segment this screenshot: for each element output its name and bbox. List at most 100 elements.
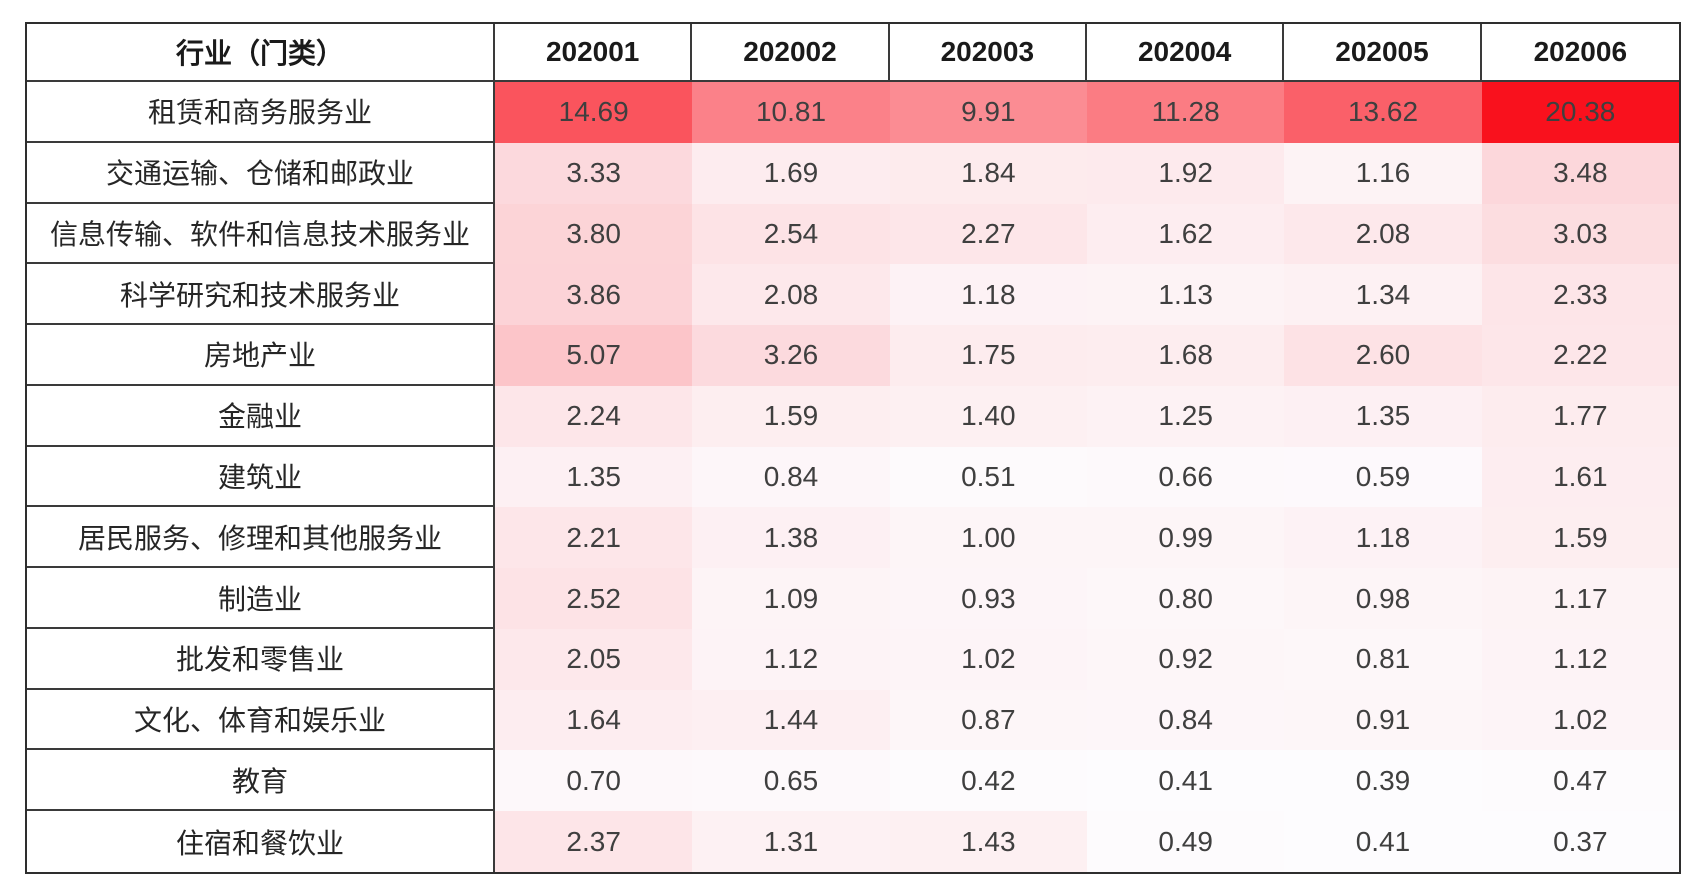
heatmap-cell: 1.35 [1284, 385, 1482, 447]
table-row: 建筑业 1.35 0.84 0.51 0.66 0.59 1.61 [27, 446, 1679, 508]
heatmap-cell: 2.27 [889, 203, 1087, 265]
heatmap-cell: 0.51 [889, 446, 1087, 508]
heatmap-cell: 1.17 [1481, 568, 1679, 629]
heatmap-cell: 1.02 [889, 628, 1087, 690]
table-row: 交通运输、仓储和邮政业 3.33 1.69 1.84 1.92 1.16 3.48 [27, 142, 1679, 204]
table-row: 金融业 2.24 1.59 1.40 1.25 1.35 1.77 [27, 385, 1679, 447]
heatmap-cell: 1.62 [1086, 203, 1285, 265]
heatmap-cell: 0.37 [1481, 811, 1679, 872]
heatmap-cell: 3.48 [1481, 142, 1679, 204]
heatmap-cell: 0.99 [1086, 507, 1285, 569]
row-label: 租赁和商务服务业 [27, 82, 495, 143]
heatmap-cell: 2.21 [495, 507, 693, 569]
heatmap-cell: 1.40 [889, 385, 1087, 447]
heatmap-cell: 3.80 [495, 203, 693, 265]
heatmap-cell: 0.84 [692, 446, 890, 508]
heatmap-cell: 2.24 [495, 385, 693, 447]
heatmap-cell: 3.33 [495, 142, 693, 204]
heatmap-cell: 0.93 [889, 568, 1087, 629]
table-row: 信息传输、软件和信息技术服务业 3.80 2.54 2.27 1.62 2.08 3.03 [27, 203, 1679, 265]
heatmap-cell: 1.38 [692, 507, 890, 569]
heatmap-cell: 1.61 [1481, 446, 1679, 508]
heatmap-cell: 2.52 [495, 568, 693, 629]
heatmap-cell: 10.81 [692, 82, 890, 143]
row-label: 信息传输、软件和信息技术服务业 [27, 203, 495, 265]
heatmap-cell: 2.54 [692, 203, 890, 265]
heatmap-cell: 0.65 [692, 750, 890, 812]
row-label: 房地产业 [27, 325, 495, 386]
heatmap-cell: 1.18 [1284, 507, 1482, 569]
heatmap-cell: 1.43 [889, 811, 1087, 872]
table-row: 文化、体育和娱乐业 1.64 1.44 0.87 0.84 0.91 1.02 [27, 689, 1679, 751]
header-month-202005: 202005 [1284, 24, 1482, 82]
heatmap-cell: 1.25 [1086, 385, 1285, 447]
heatmap-cell: 2.22 [1481, 325, 1679, 386]
row-label: 制造业 [27, 568, 495, 629]
heatmap-cell: 1.59 [692, 385, 890, 447]
heatmap-cell: 9.91 [889, 82, 1087, 143]
row-label: 金融业 [27, 385, 495, 447]
heatmap-cell: 14.69 [495, 82, 693, 143]
heatmap-cell: 0.41 [1086, 750, 1285, 812]
heatmap-cell: 1.09 [692, 568, 890, 629]
heatmap-cell: 2.05 [495, 628, 693, 690]
heatmap-cell: 0.70 [495, 750, 693, 812]
table-row: 房地产业 5.07 3.26 1.75 1.68 2.60 2.22 [27, 325, 1679, 386]
table-header-row: 行业（门类） 202001 202002 202003 202004 20200… [27, 24, 1679, 82]
heatmap-cell: 2.08 [692, 264, 890, 326]
heatmap-cell: 2.37 [495, 811, 693, 872]
table-row: 制造业 2.52 1.09 0.93 0.80 0.98 1.17 [27, 568, 1679, 629]
heatmap-cell: 2.60 [1284, 325, 1482, 386]
table-row: 批发和零售业 2.05 1.12 1.02 0.92 0.81 1.12 [27, 628, 1679, 690]
heatmap-cell: 3.26 [692, 325, 890, 386]
heatmap-cell: 1.12 [692, 628, 890, 690]
heatmap-cell: 0.39 [1284, 750, 1482, 812]
heatmap-cell: 1.92 [1086, 142, 1285, 204]
heatmap-cell: 1.00 [889, 507, 1087, 569]
heatmap-cell: 0.91 [1284, 689, 1482, 751]
table-row: 住宿和餐饮业 2.37 1.31 1.43 0.49 0.41 0.37 [27, 811, 1679, 872]
row-label: 批发和零售业 [27, 628, 495, 690]
heatmap-cell: 1.77 [1481, 385, 1679, 447]
heatmap-cell: 1.13 [1086, 264, 1285, 326]
heatmap-cell: 0.42 [889, 750, 1087, 812]
heatmap-cell: 5.07 [495, 325, 693, 386]
header-industry-column: 行业（门类） [27, 24, 495, 82]
heatmap-cell: 1.31 [692, 811, 890, 872]
heatmap-cell: 0.41 [1284, 811, 1482, 872]
industry-heatmap-table: 行业（门类） 202001 202002 202003 202004 20200… [25, 22, 1681, 874]
heatmap-cell: 0.92 [1086, 628, 1285, 690]
table-body: 租赁和商务服务业 14.69 10.81 9.91 11.28 13.62 20.38 交通运… [27, 82, 1679, 872]
header-month-202002: 202002 [692, 24, 890, 82]
table-row: 居民服务、修理和其他服务业 2.21 1.38 1.00 0.99 1.18 1.59 [27, 507, 1679, 569]
heatmap-cell: 1.18 [889, 264, 1087, 326]
heatmap-cell: 2.08 [1284, 203, 1482, 265]
heatmap-cell: 1.69 [692, 142, 890, 204]
heatmap-cell: 1.68 [1086, 325, 1285, 386]
heatmap-cell: 0.59 [1284, 446, 1482, 508]
heatmap-cell: 20.38 [1481, 82, 1679, 143]
heatmap-cell: 0.47 [1481, 750, 1679, 812]
heatmap-cell: 1.34 [1284, 264, 1482, 326]
heatmap-cell: 1.02 [1481, 689, 1679, 751]
table-row: 教育 0.70 0.65 0.42 0.41 0.39 0.47 [27, 750, 1679, 812]
heatmap-cell: 13.62 [1284, 82, 1482, 143]
row-label: 教育 [27, 750, 495, 812]
heatmap-cell: 2.33 [1481, 264, 1679, 326]
header-month-202006: 202006 [1481, 24, 1679, 82]
heatmap-cell: 1.64 [495, 689, 693, 751]
heatmap-cell: 0.98 [1284, 568, 1482, 629]
heatmap-cell: 0.80 [1086, 568, 1285, 629]
heatmap-cell: 1.16 [1284, 142, 1482, 204]
table-row: 科学研究和技术服务业 3.86 2.08 1.18 1.13 1.34 2.33 [27, 264, 1679, 326]
heatmap-cell: 1.84 [889, 142, 1087, 204]
heatmap-cell: 3.86 [495, 264, 693, 326]
heatmap-cell: 3.03 [1481, 203, 1679, 265]
heatmap-cell: 0.84 [1086, 689, 1285, 751]
row-label: 居民服务、修理和其他服务业 [27, 507, 495, 569]
heatmap-cell: 0.87 [889, 689, 1087, 751]
heatmap-cell: 1.59 [1481, 507, 1679, 569]
row-label: 交通运输、仓储和邮政业 [27, 142, 495, 204]
heatmap-cell: 0.81 [1284, 628, 1482, 690]
heatmap-cell: 0.49 [1086, 811, 1285, 872]
